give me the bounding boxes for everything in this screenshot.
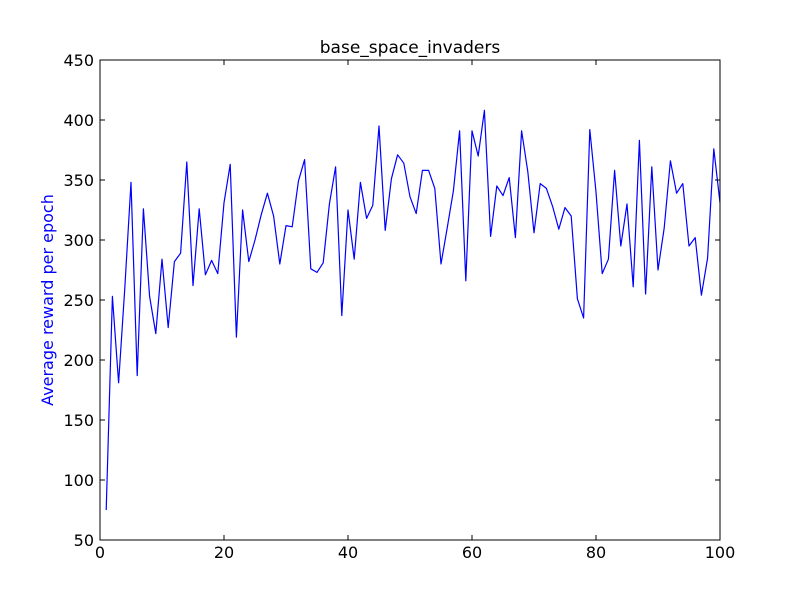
y-tick-label: 350 [63, 171, 94, 190]
y-tick-label: 300 [63, 231, 94, 250]
x-tick-label: 40 [338, 543, 358, 562]
axes-frame [99, 59, 721, 541]
plot-area: 0 20 40 60 80 100 50 100 150 200 250 300 350 400 450 [63, 51, 735, 562]
x-tick-label: 100 [705, 543, 736, 562]
y-tick-label: 250 [63, 291, 94, 310]
y-tick-label: 400 [63, 111, 94, 130]
x-tick-label: 20 [214, 543, 234, 562]
y-tick-label: 100 [63, 471, 94, 490]
x-tick-label: 0 [95, 543, 105, 562]
y-tick-label: 450 [63, 51, 94, 70]
series-line [105, 109, 721, 511]
y-axis-label: Average reward per epoch [38, 194, 57, 406]
y-tick-label: 200 [63, 351, 94, 370]
x-tick-label: 80 [586, 543, 606, 562]
x-tick-label: 60 [462, 543, 482, 562]
y-tick-label: 50 [74, 531, 94, 550]
chart-title: base_space_invaders [320, 38, 501, 58]
y-tick-label: 150 [63, 411, 94, 430]
